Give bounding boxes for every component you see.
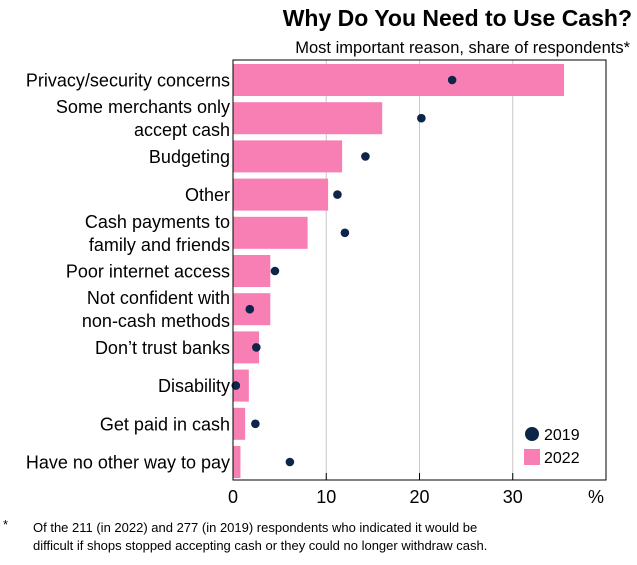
- dot-2019: [270, 266, 280, 276]
- chart-subtitle: Most important reason, share of responde…: [295, 39, 630, 57]
- x-tick-label: 0: [228, 487, 238, 507]
- category-label: non-cash methods: [82, 311, 230, 331]
- category-label: Disability: [158, 376, 230, 396]
- bar-2022: [233, 140, 343, 173]
- x-axis-ticks: 0 10 20 30: [228, 473, 523, 507]
- legend: 2019 2022: [524, 427, 580, 467]
- bar-2022: [233, 216, 308, 249]
- category-label: Poor internet access: [66, 262, 230, 282]
- legend-2019-marker: [525, 427, 539, 441]
- legend-2019-label: 2019: [544, 427, 580, 444]
- dot-2019: [417, 113, 426, 123]
- x-unit-label: %: [588, 487, 604, 507]
- dot-2019: [333, 190, 342, 199]
- bar-2022: [233, 102, 383, 135]
- category-label: Don’t trust banks: [95, 338, 230, 358]
- dot-2019: [361, 152, 370, 161]
- dot-2019: [245, 304, 255, 314]
- dot-2019: [340, 228, 350, 238]
- category-label: family and friends: [89, 235, 230, 255]
- dot-2019: [251, 419, 260, 429]
- bar-2022: [233, 407, 246, 440]
- footnote-marker: *: [3, 517, 8, 532]
- category-label: accept cash: [134, 120, 230, 140]
- dot-2019: [252, 343, 261, 352]
- category-label: Cash payments to: [85, 212, 230, 232]
- bar-2022: [233, 369, 249, 402]
- dot-2019: [285, 457, 295, 467]
- x-tick-label: 20: [409, 487, 429, 507]
- category-label: Some merchants only: [56, 97, 230, 117]
- category-label: Budgeting: [149, 147, 230, 167]
- x-tick-label: 30: [503, 487, 523, 507]
- legend-2022-label: 2022: [544, 450, 580, 467]
- bar-2022: [233, 255, 271, 287]
- plot-frame: [232, 59, 607, 481]
- category-label: Other: [185, 185, 230, 205]
- legend-2022-swatch: [524, 449, 540, 465]
- category-label: Get paid in cash: [100, 414, 230, 434]
- category-labels: Privacy/security concerns Some merchants …: [26, 71, 230, 473]
- bar-2022: [233, 446, 241, 478]
- chart-title: Why Do You Need to Use Cash?: [283, 5, 632, 31]
- category-label: Have no other way to pay: [26, 453, 230, 473]
- dots-2019: [231, 75, 457, 467]
- footnote-line-2: difficult if shops stopped accepting cas…: [33, 538, 487, 553]
- category-label: Privacy/security concerns: [26, 71, 230, 91]
- footnote-line-1: Of the 211 (in 2022) and 277 (in 2019) r…: [33, 520, 477, 535]
- category-label: Not confident with: [87, 288, 230, 308]
- dot-2019: [447, 75, 457, 85]
- bar-2022: [233, 178, 329, 211]
- bars-2022: [233, 64, 565, 478]
- bar-2022: [233, 64, 565, 96]
- x-tick-label: 10: [316, 487, 336, 507]
- dot-2019: [231, 381, 241, 390]
